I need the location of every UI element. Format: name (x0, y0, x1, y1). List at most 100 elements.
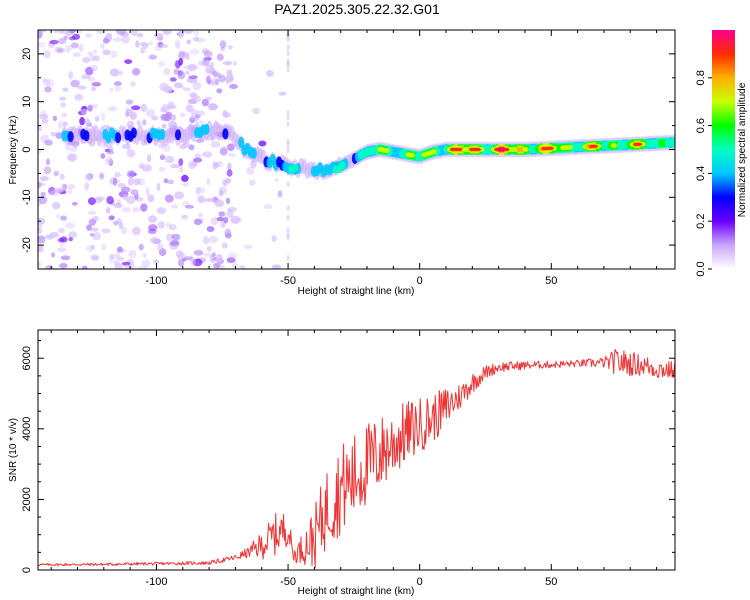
spectrogram-noise-blob (178, 50, 186, 58)
spectrogram-noise-blob (215, 254, 223, 263)
spectrogram-noise-blob (121, 261, 131, 266)
spectrogram-noise-blob (218, 186, 227, 195)
spectrogram-noise-blob (177, 254, 184, 262)
spectrogram-noise-blob (65, 222, 75, 229)
spectrogram-noise-blob (192, 258, 203, 267)
snr-ylabel: SNR (10 * v/v) (8, 418, 19, 482)
spectrogram-noise-blob (286, 66, 290, 73)
spectrogram-noise-blob (227, 162, 232, 171)
spectrogram-noise-blob (94, 116, 100, 122)
spectrogram-noise-blob (206, 75, 211, 85)
spectrogram-noise-blob (196, 37, 206, 43)
spectrogram-noise-blob (216, 216, 225, 222)
spectrogram-noise-blob (92, 232, 102, 241)
colorbar-gradient (712, 30, 735, 269)
spectrogram-noise-blob (184, 30, 194, 34)
spectrogram-noise-blob (59, 36, 68, 45)
spectrogram-noise-blob (206, 245, 212, 252)
spectrogram-noise-blob (85, 107, 94, 113)
spectrogram-noise-blob (102, 49, 111, 56)
spectrogram-noise-blob (93, 49, 98, 54)
spectrogram-noise-blob (148, 54, 157, 60)
spectrogram-noise-blob (61, 112, 68, 118)
colorbar-tick-label: 0.8 (695, 70, 707, 85)
spectrogram-noise-blob (67, 187, 73, 195)
spectrogram-noise-blob (39, 113, 49, 120)
spectrogram-ridge-cell (522, 147, 529, 152)
spectrogram-noise-blob (278, 91, 287, 96)
spectrogram-noise-blob (226, 209, 234, 218)
spectrogram-noise-blob (79, 117, 85, 126)
spectrogram-noise-blob (211, 252, 216, 257)
spectrogram-noise-blob (91, 82, 102, 87)
spectrogram-ridge-cell (339, 161, 346, 170)
spectrogram-xtick-label: -50 (280, 275, 296, 287)
spectrogram-noise-blob (57, 48, 63, 53)
spectrogram-noise-blob (169, 241, 180, 246)
spectrogram-noise-blob (90, 86, 97, 92)
spectrogram-noise-blob (239, 265, 246, 269)
spectrogram-noise-blob (286, 227, 290, 234)
spectrogram-noise-blob (113, 220, 119, 226)
spectrogram-noise-blob (181, 51, 189, 58)
spectrogram-noise-blob (59, 262, 68, 269)
spectrogram-ridge-cell (383, 148, 390, 154)
spectrogram-noise-blob (161, 143, 171, 152)
spectrogram-ridge-cell (566, 145, 573, 150)
spectrogram-noise-blob (117, 183, 126, 188)
spectrogram-noise-blob (182, 87, 191, 92)
spectrogram-noise-blob (216, 88, 223, 94)
spectrogram-ridge-cell (174, 129, 182, 141)
spectrogram-noise-blob (202, 58, 210, 67)
spectrogram-ridge-cell (636, 142, 643, 146)
spectrogram-noise-blob (114, 252, 121, 261)
spectrogram-ridge-cell (591, 144, 599, 148)
snr-ytick-label: 4000 (21, 417, 33, 441)
spectrogram-noise-blob (102, 37, 110, 44)
colorbar-strip (712, 30, 735, 269)
spectrogram-noise-blob (186, 39, 192, 45)
spectrogram-noise-blob (201, 48, 210, 55)
spectrogram-noise-blob (107, 106, 118, 112)
spectrogram-noise-blob (38, 228, 43, 234)
spectrogram-noise-blob (49, 39, 59, 45)
spectrogram-noise-blob (195, 110, 205, 116)
spectrogram-noise-blob (286, 50, 290, 57)
spectrogram-noise-blob (67, 153, 78, 162)
spectrogram-noise-blob (56, 47, 66, 53)
spectrogram-noise-blob (108, 215, 115, 221)
spectrogram-noise-blob (189, 117, 196, 123)
spectrogram-noise-blob (160, 44, 169, 48)
spectrogram-noise-blob (140, 103, 148, 113)
spectrogram-noise-blob (286, 232, 290, 239)
spectrogram-noise-blob (206, 178, 211, 186)
snr-xtick-label: -50 (280, 576, 296, 588)
spectrogram-noise-blob (56, 247, 67, 252)
snr-xtick-label: 50 (545, 576, 557, 588)
spectrogram-noise-blob (210, 217, 219, 226)
spectrogram-noise-blob (142, 119, 147, 126)
spectrogram-noise-blob (117, 256, 125, 261)
spectrogram-noise-blob (72, 52, 81, 57)
spectrogram-noise-blob (263, 204, 273, 210)
spectrogram-noise-blob (182, 182, 190, 187)
spectrogram-noise-blob (84, 182, 90, 191)
spectrogram-noise-blob (71, 202, 78, 206)
spectrogram-noise-blob (193, 249, 204, 256)
spectrogram-noise-blob (38, 235, 46, 244)
spectrogram-noise-blob (188, 160, 197, 170)
spectrogram-noise-blob (86, 224, 92, 231)
spectrogram-ylabel: Frequency (Hz) (8, 116, 19, 185)
colorbar: 0.0 0.2 0.4 0.6 0.8 Normalized spectral ampl… (695, 30, 748, 277)
spectrogram-noise-blob (218, 211, 226, 217)
spectrogram-noise-blob (286, 181, 290, 188)
spectrogram-noise-blob (188, 144, 195, 151)
spectrogram-noise-blob (38, 126, 43, 132)
spectrogram-noise-blob (203, 252, 213, 257)
snr-xlabel: Height of straight line (km) (298, 586, 415, 597)
spectrogram-noise-blob (38, 246, 41, 252)
spectrogram-noise-blob (128, 249, 137, 259)
spectrogram-noise-blob (106, 156, 113, 163)
spectrogram-noise-blob (227, 207, 238, 212)
